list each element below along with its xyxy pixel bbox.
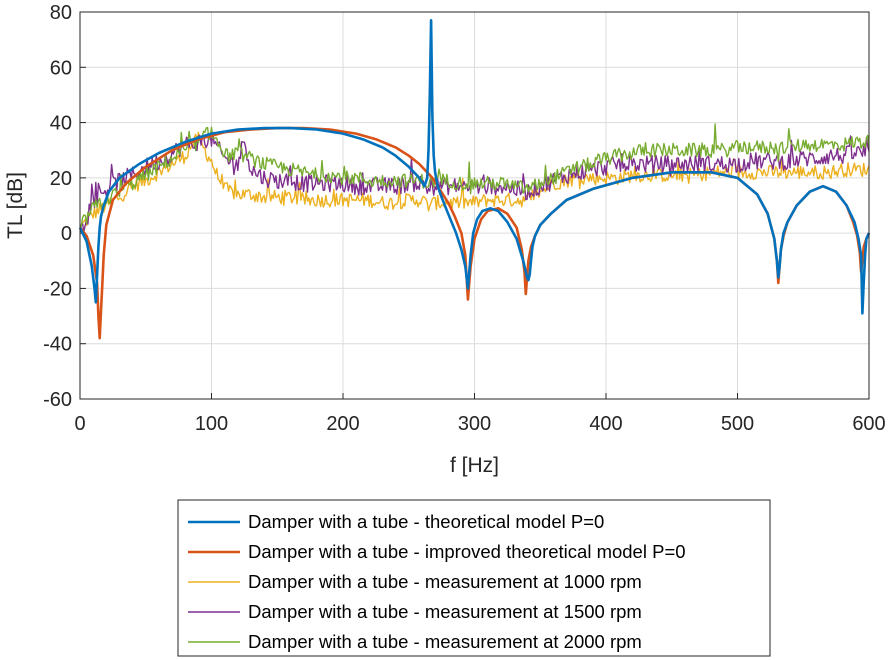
legend-label-5: Damper with a tube - measurement at 2000… (248, 631, 642, 652)
series-line-4 (79, 131, 870, 233)
y-tick-label: 40 (50, 113, 72, 135)
y-axis-label: TL [dB] (4, 172, 27, 239)
legend-box (177, 499, 771, 657)
y-tick-label: -40 (43, 334, 72, 356)
x-tick-label: 100 (195, 413, 228, 435)
x-tick-label: 600 (852, 413, 885, 435)
y-tick-label: -60 (43, 389, 72, 411)
grid (80, 12, 869, 399)
y-tick-label: 60 (50, 57, 72, 79)
x-axis-label: f [Hz] (450, 454, 499, 477)
y-tick-label: 20 (50, 168, 72, 190)
y-tick-label: 80 (50, 2, 72, 24)
y-tick-label: -20 (43, 278, 72, 300)
x-tick-label: 200 (326, 413, 359, 435)
legend-label-4: Damper with a tube - measurement at 1500… (248, 601, 642, 622)
legend-label-1: Damper with a tube - theoretical model P… (248, 511, 604, 532)
x-tick-label: 400 (589, 413, 622, 435)
legend-items: Damper with a tube - theoretical model P… (188, 511, 686, 652)
legend-label-3: Damper with a tube - measurement at 1000… (248, 571, 642, 592)
series-group (78, 18, 871, 340)
x-tick-label: 300 (458, 413, 491, 435)
legend: Damper with a tube - theoretical model P… (177, 499, 771, 657)
legend-label-2: Damper with a tube - improved theoretica… (248, 541, 686, 562)
series-line-1 (78, 18, 871, 315)
plot-frame (79, 11, 870, 400)
y-tick-label: 0 (61, 223, 72, 245)
tick-labels: 0 100 200 300 400 500 600 -60 -40 -20 0 20 40 60 80 (43, 2, 886, 435)
x-tick-label: 0 (74, 413, 85, 435)
series-line-5 (79, 123, 870, 228)
x-tick-label: 500 (721, 413, 754, 435)
